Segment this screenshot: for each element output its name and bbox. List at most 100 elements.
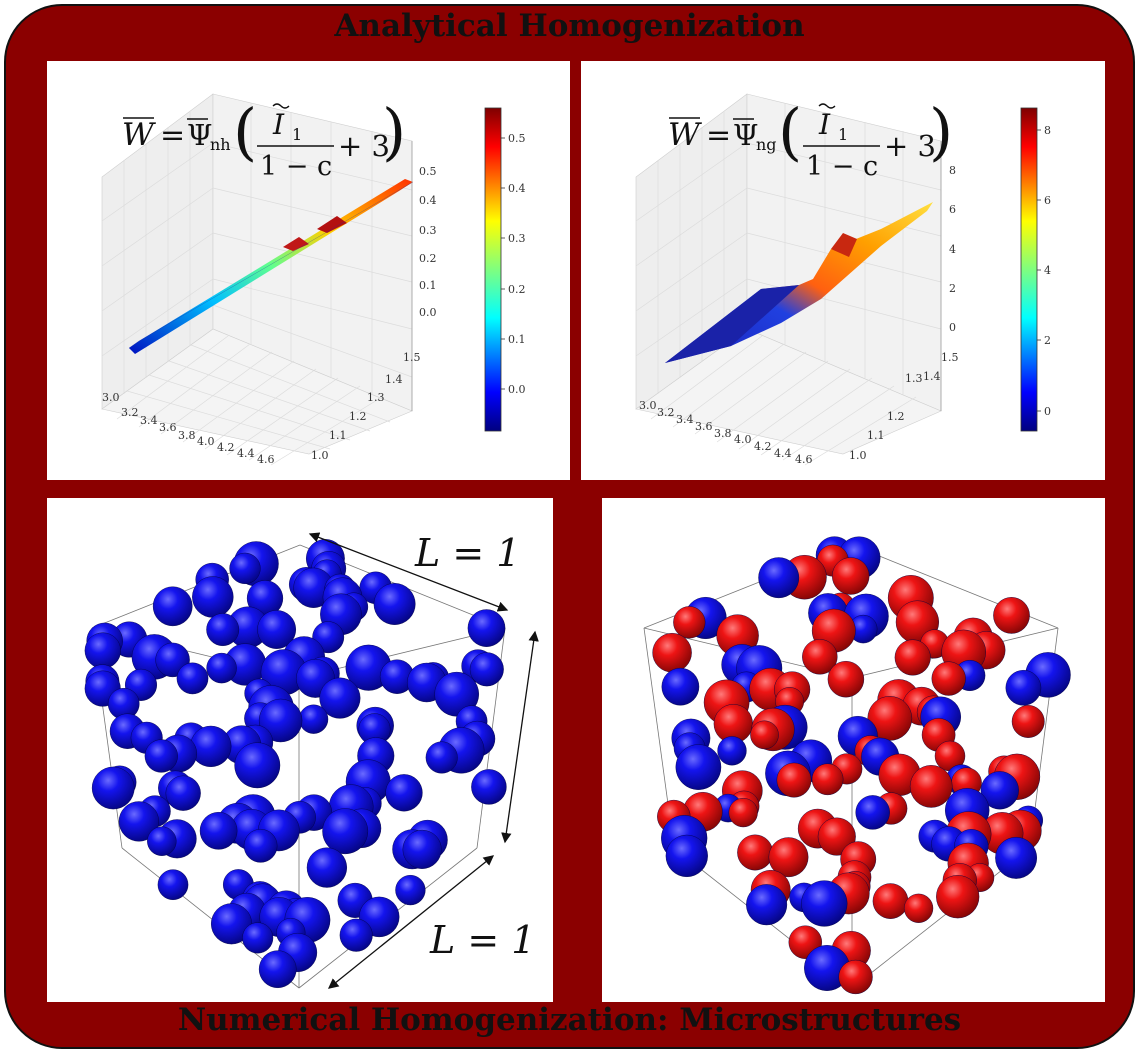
microstructure-cube-red-blue — [643, 536, 1071, 995]
z-tick-label: 2 — [949, 282, 956, 295]
formula-tail: + 3 — [338, 129, 390, 163]
formula-lhs: W — [122, 117, 156, 153]
colorbar-tick: 8 — [1044, 124, 1051, 137]
formula-nh: W = Ψ nh ( I 1 1 − c + 3 ) — [122, 95, 406, 182]
y-tick-label: 1.2 — [349, 410, 367, 423]
inclusion-sphere — [258, 950, 297, 989]
z-tick-label: 6 — [949, 203, 956, 216]
gridlines — [635, 103, 942, 466]
x-tick-label: 3.4 — [676, 413, 694, 426]
y-tick-label: 1.4 — [385, 373, 403, 386]
y-tick-label: 1.3 — [367, 391, 385, 404]
inclusion-sphere — [206, 652, 237, 684]
inclusion-sphere — [373, 583, 416, 625]
inclusion-sphere — [936, 875, 980, 919]
z-ticks: 0 2 4 6 8 — [949, 164, 956, 334]
colorbar-tick: 0.4 — [508, 182, 526, 195]
inclusion-sphere — [306, 847, 347, 888]
inclusion-sphere — [855, 795, 890, 830]
inclusion-sphere — [717, 736, 747, 766]
formula-ng: W = Ψ ng ( I 1 1 − c + 3 ) — [668, 95, 953, 182]
inclusion-sphere — [909, 765, 953, 808]
length-label-bottom: L = 1 — [429, 918, 535, 962]
inclusion-sphere — [190, 725, 232, 767]
formula-tail: + 3 — [884, 129, 936, 163]
x-tick-label: 3.8 — [178, 429, 196, 442]
x-ticks: 3.0 3.2 3.4 3.6 3.8 4.0 4.2 4.4 4.6 — [102, 391, 275, 466]
colorbar-tick: 0.0 — [508, 383, 526, 396]
nh-surface — [128, 179, 414, 354]
inclusion-sphere — [652, 632, 692, 673]
microstructure-cube-blue: L = 1 L = 1 — [84, 531, 539, 989]
z-tick-label: 8 — [949, 164, 956, 177]
colorbar-tick: 0 — [1044, 405, 1051, 418]
inclusion-sphere — [750, 720, 779, 750]
y-ticks: 1.0 1.1 1.2 1.3 1.4 1.5 — [311, 351, 421, 462]
x-tick-label: 4.2 — [217, 441, 235, 454]
inclusion-sphere — [402, 829, 442, 869]
inclusion-sphere — [192, 576, 234, 618]
formula-denominator: 1 − c — [806, 151, 878, 182]
length-label-top: L = 1 — [414, 531, 520, 575]
x-tick-label: 3.0 — [102, 391, 120, 404]
formula-numerator-sub: 1 — [838, 125, 848, 144]
inclusion-sphere — [339, 918, 373, 952]
inclusion-sphere — [827, 660, 865, 698]
inclusion-sphere — [152, 586, 193, 627]
inclusion-sphere — [234, 742, 281, 789]
svg-text:): ) — [929, 95, 953, 168]
inclusion-sphere — [319, 677, 361, 719]
colorbar: 0.5 0.4 0.3 0.2 0.1 0.0 — [484, 107, 526, 432]
z-tick-label: 0.2 — [419, 252, 437, 265]
y-tick-label: 1.0 — [311, 449, 329, 462]
inclusion-sphere — [838, 959, 873, 995]
inclusion-sphere — [665, 834, 708, 877]
formula-numerator: I — [272, 108, 285, 141]
y-tick-label: 1.2 — [887, 410, 905, 423]
inclusion-sphere — [395, 875, 426, 906]
inclusion-sphere — [91, 766, 135, 810]
z-tick-label: 0.4 — [419, 194, 437, 207]
svg-text:=: = — [160, 118, 185, 153]
inclusion-sphere — [322, 808, 369, 855]
x-tick-label: 4.4 — [237, 447, 255, 460]
inclusion-sphere — [801, 880, 848, 927]
y-tick-label: 1.4 — [923, 370, 941, 383]
formula-numerator-sub: 1 — [292, 125, 302, 144]
inclusion-sphere — [118, 801, 159, 842]
formula-subscript: ng — [756, 135, 777, 154]
formula-psi: Ψ — [187, 118, 212, 152]
formula-lhs: W — [668, 117, 702, 153]
inclusion-sphere — [257, 610, 297, 649]
y-ticks: 1.0 1.1 1.2 1.3 1.4 1.5 — [849, 351, 959, 462]
inclusion-sphere — [661, 667, 700, 706]
inclusion-sphere — [894, 639, 931, 676]
inclusion-sphere — [728, 798, 758, 828]
z-tick-label: 0.0 — [419, 306, 437, 319]
x-tick-label: 4.6 — [795, 453, 813, 466]
inclusion-sphere — [469, 652, 504, 687]
x-tick-label: 3.0 — [639, 399, 657, 412]
inclusion-sphere — [746, 884, 788, 926]
inclusion-sphere — [176, 662, 209, 695]
inclusion-sphere — [904, 893, 934, 923]
inclusion-sphere — [243, 828, 278, 863]
x-tick-label: 3.6 — [159, 421, 177, 434]
svg-text:): ) — [382, 95, 406, 168]
formula-denominator: 1 − c — [260, 151, 332, 182]
inclusion-sphere — [931, 661, 966, 696]
neo-gent-surface-panel: 0 2 4 6 8 3.0 3.2 3.4 3.6 3.8 4.0 4.2 4.… — [581, 61, 1105, 480]
inclusion-sphere — [471, 769, 507, 805]
inclusion-sphere — [229, 552, 261, 584]
colorbar: 8 6 4 2 0 — [1020, 107, 1051, 432]
inclusion-sphere — [425, 741, 458, 774]
single-phase-microstructure-panel: L = 1 L = 1 — [47, 498, 553, 1002]
gridlines — [101, 103, 413, 466]
formula-numerator: I — [818, 108, 831, 141]
x-tick-label: 4.0 — [734, 433, 752, 446]
inclusion-sphere — [299, 704, 329, 734]
formula-psi: Ψ — [733, 118, 758, 152]
x-tick-label: 3.2 — [121, 406, 139, 419]
colorbar-tick: 4 — [1044, 264, 1051, 277]
two-phase-microstructure-panel — [602, 498, 1105, 1002]
